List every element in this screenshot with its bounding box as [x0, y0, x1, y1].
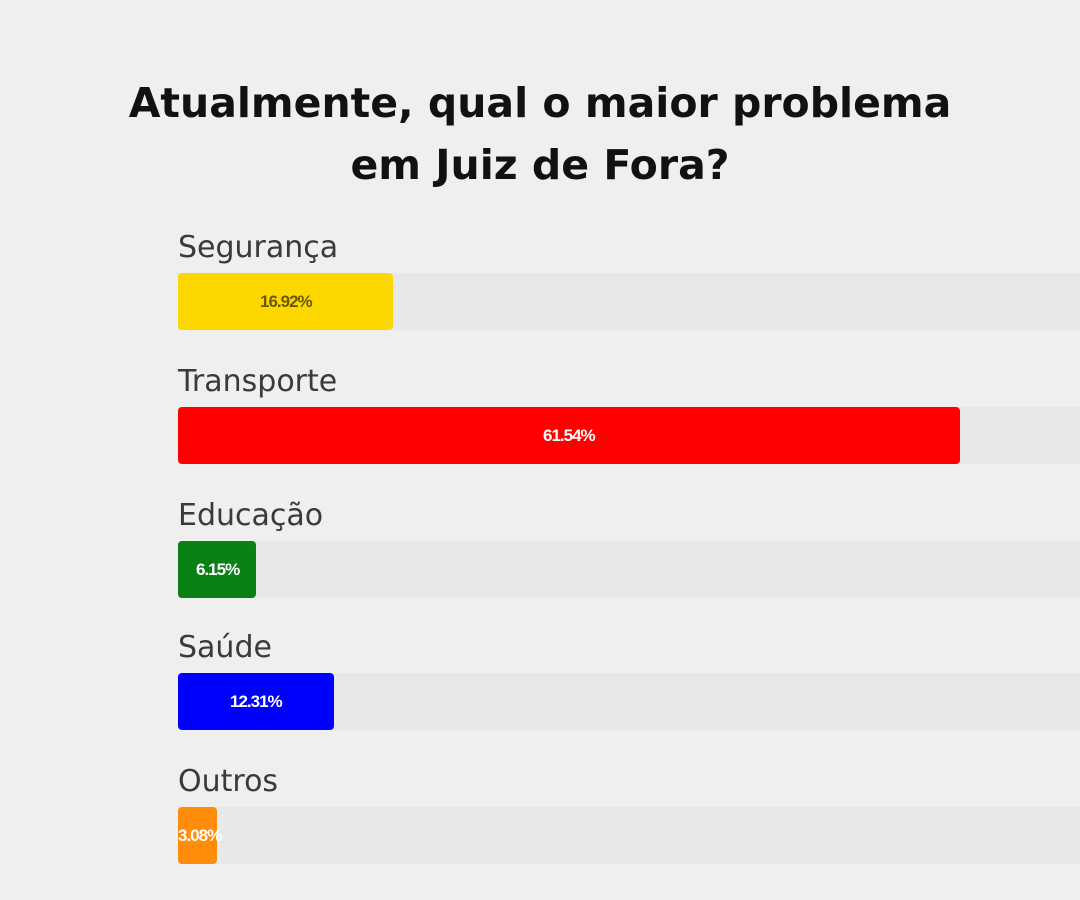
data-label-outros: 3.08%	[178, 826, 222, 845]
bar-row-saude: Saúde 12.31%	[178, 626, 1080, 736]
bar-track-seguranca: 16.92%	[178, 273, 1080, 330]
bar-chart: Segurança 16.92% Transporte 61.54% Educação 6…	[178, 226, 1080, 876]
chart-title: Atualmente, qual o maior problema em Jui…	[0, 72, 1080, 196]
chart-title-line-2: em Juiz de Fora?	[350, 141, 730, 189]
bar-outros	[178, 807, 217, 864]
data-label-transporte: 61.54%	[543, 426, 596, 445]
bar-seguranca	[178, 273, 393, 330]
bar-track-saude: 12.31%	[178, 673, 1080, 730]
bar-educacao	[178, 541, 256, 598]
category-label-saude: Saúde	[178, 630, 272, 665]
bar-track-transporte: 61.54%	[178, 407, 1080, 464]
data-label-saude: 12.31%	[230, 692, 283, 711]
bar-row-transporte: Transporte 61.54%	[178, 360, 1080, 470]
bar-transporte	[178, 407, 960, 464]
bar-track-outros: 3.08%	[178, 807, 1080, 864]
bar-row-educacao: Educação 6.15%	[178, 494, 1080, 604]
bar-saude	[178, 673, 334, 730]
chart-title-line-1: Atualmente, qual o maior problema	[128, 79, 952, 127]
category-label-educacao: Educação	[178, 498, 324, 533]
data-label-educacao: 6.15%	[196, 560, 240, 579]
data-label-seguranca: 16.92%	[260, 292, 313, 311]
category-label-outros: Outros	[178, 764, 279, 799]
category-label-seguranca: Segurança	[178, 230, 339, 265]
category-label-transporte: Transporte	[178, 364, 338, 399]
bar-track-educacao: 6.15%	[178, 541, 1080, 598]
bar-row-outros: Outros 3.08%	[178, 760, 1080, 870]
bar-row-seguranca: Segurança 16.92%	[178, 226, 1080, 336]
